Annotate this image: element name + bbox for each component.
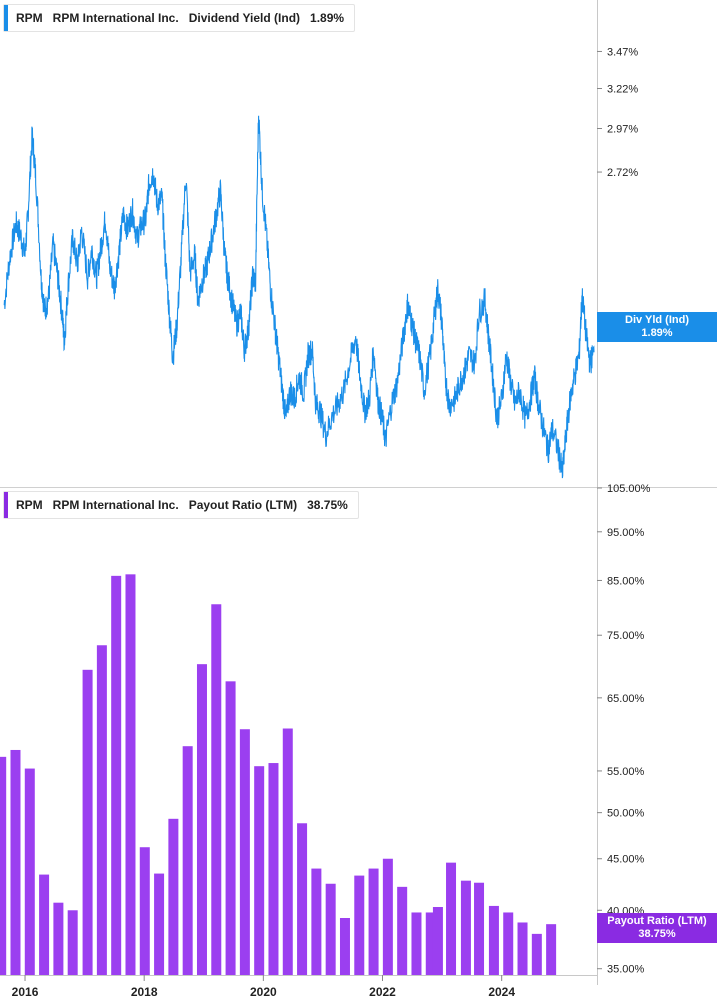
payout-bar xyxy=(460,880,471,975)
top-y-tick-label: 3.47% xyxy=(607,46,638,58)
bottom-legend-value: 38.75% xyxy=(307,498,348,512)
payout-ratio-value-tag: Payout Ratio (LTM) 38.75% xyxy=(597,913,717,943)
x-tick-label: 2024 xyxy=(488,985,515,999)
payout-bar xyxy=(0,756,7,975)
bottom-legend-ticker: RPM xyxy=(16,498,43,512)
payout-bar xyxy=(268,763,279,975)
div-yield-tag-value: 1.89% xyxy=(641,327,673,339)
top-y-tick-label: 3.22% xyxy=(607,83,638,95)
payout-bar xyxy=(39,874,50,975)
bottom-y-tick-label: 95.00% xyxy=(607,527,645,539)
payout-bar xyxy=(446,862,457,975)
payout-bar xyxy=(82,669,93,975)
payout-bar xyxy=(53,902,64,975)
bottom-y-tick-label: 85.00% xyxy=(607,575,645,587)
payout-bar xyxy=(182,746,193,975)
bottom-legend-metric: Payout Ratio (LTM) xyxy=(188,498,298,512)
payout-bar xyxy=(225,681,236,975)
payout-bar xyxy=(411,912,422,975)
payout-bar xyxy=(517,922,528,975)
payout-bar xyxy=(297,823,308,975)
top-legend-swatch xyxy=(4,5,8,31)
dividend-yield-line xyxy=(3,115,595,479)
payout-bar xyxy=(503,912,514,975)
payout-bar xyxy=(168,818,179,975)
payout-bar xyxy=(397,886,408,975)
payout-bar xyxy=(254,766,265,975)
bottom-y-tick-label: 55.00% xyxy=(607,766,645,778)
payout-bar xyxy=(354,875,365,975)
payout-bar xyxy=(546,924,557,975)
payout-bar xyxy=(154,873,165,975)
payout-bar xyxy=(474,882,485,975)
top-legend-metric: Dividend Yield (Ind) xyxy=(188,11,301,25)
bottom-y-tick-label: 75.00% xyxy=(607,630,645,642)
payout-bar xyxy=(311,868,322,975)
x-tick-label: 2018 xyxy=(131,985,158,999)
x-tick-label: 2020 xyxy=(250,985,277,999)
payout-bar xyxy=(67,910,78,975)
payout-bar xyxy=(125,574,136,975)
top-legend-ticker: RPM xyxy=(16,11,43,25)
top-y-tick-label: 2.97% xyxy=(607,124,638,136)
payout-bar xyxy=(339,918,350,975)
payout-bar xyxy=(432,907,443,975)
payout-bar xyxy=(139,847,150,975)
payout-bar xyxy=(531,933,542,975)
payout-bar xyxy=(211,604,222,975)
payout-bar xyxy=(111,575,122,975)
bottom-y-tick-label: 50.00% xyxy=(607,808,645,820)
bottom-legend-company: RPM International Inc. xyxy=(52,498,179,512)
bottom-y-tick-label: 35.00% xyxy=(607,964,645,976)
bottom-legend-swatch xyxy=(4,492,8,518)
payout-bar xyxy=(96,645,107,975)
payout-bar xyxy=(325,883,336,975)
payout-bar xyxy=(368,868,379,975)
payout-bar xyxy=(488,905,499,975)
bottom-legend: RPM RPM International Inc. Payout Ratio … xyxy=(3,491,359,519)
payout-tag-label: Payout Ratio (LTM) xyxy=(607,915,707,927)
bottom-y-tick-label: 105.00% xyxy=(607,483,651,495)
payout-bar xyxy=(239,729,250,975)
payout-bar xyxy=(382,858,393,975)
top-legend-company: RPM International Inc. xyxy=(52,11,179,25)
payout-bar xyxy=(196,664,207,975)
top-legend: RPM RPM International Inc. Dividend Yiel… xyxy=(3,4,356,32)
top-legend-value: 1.89% xyxy=(310,11,345,25)
bottom-y-tick-label: 65.00% xyxy=(607,693,645,705)
bottom-y-tick-label: 45.00% xyxy=(607,854,645,866)
top-y-tick-label: 2.72% xyxy=(607,167,638,179)
div-yield-tag-label: Div Yld (Ind) xyxy=(625,314,689,326)
payout-bar xyxy=(10,749,21,975)
x-tick-label: 2016 xyxy=(12,985,39,999)
payout-bar xyxy=(425,912,436,975)
payout-bar xyxy=(24,768,35,975)
payout-bar xyxy=(282,728,293,975)
payout-tag-value: 38.75% xyxy=(638,928,676,940)
x-tick-label: 2022 xyxy=(369,985,396,999)
div-yield-value-tag: Div Yld (Ind) 1.89% xyxy=(597,312,717,342)
